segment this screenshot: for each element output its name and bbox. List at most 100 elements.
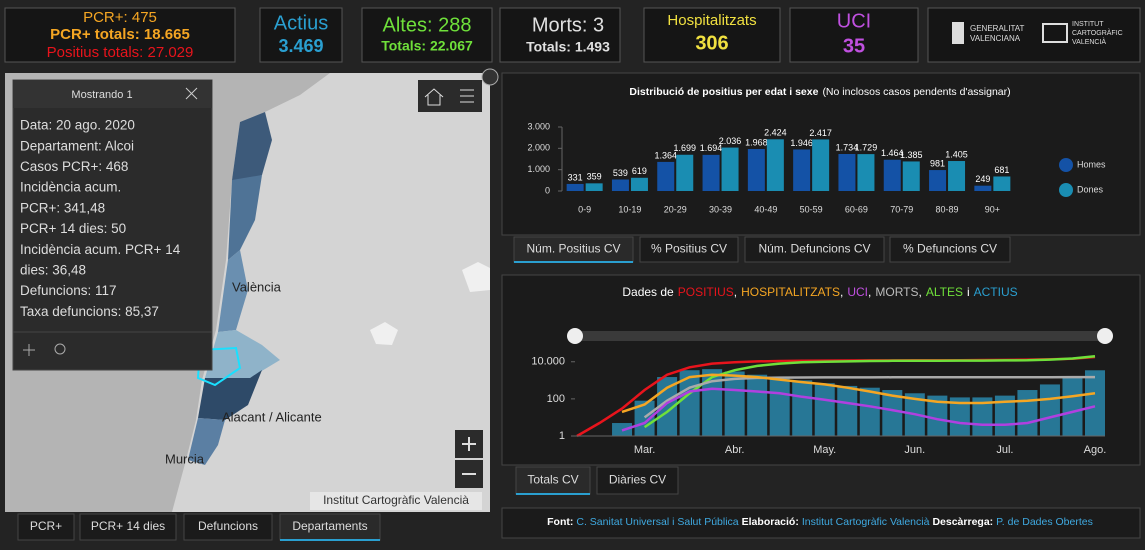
home-button[interactable] [418,80,450,112]
bar [972,397,993,436]
region [228,175,262,260]
x-tick-label: 50-59 [800,204,823,214]
footer-link[interactable]: C. Sanitat Universal i Salut Pública [576,516,738,528]
island [370,322,398,345]
logo-text: VALENCIANA [970,34,1021,43]
bar [1039,384,1060,436]
bar [1062,377,1083,436]
title-segment: i [967,285,970,299]
map-label: Alacant / Alicante [222,409,322,424]
tab-label: % Positius CV [651,242,727,256]
kpi-box [499,7,621,63]
popup-line: Departament: Alcoi [20,138,134,153]
tab[interactable] [639,236,739,263]
x-tick-label: May. [813,444,836,456]
bar [1017,390,1038,436]
pan-icon[interactable] [23,344,35,356]
attribution-box [310,492,482,510]
y-tick-label: 0 [545,185,550,195]
data-label: 249 [975,174,990,184]
kpi-box [643,7,781,63]
logo-text: GENERALITAT [970,24,1024,33]
series-line [621,373,1096,414]
tab[interactable] [596,466,679,495]
bar [993,176,1011,191]
tab[interactable] [889,236,1011,263]
zoom-icon[interactable] [54,343,66,355]
kpi-text: 35 [843,35,865,57]
bar [630,177,648,191]
kpi-text: PCR+: 475 [83,9,157,26]
x-tick-label: 30-39 [709,204,732,214]
title-segment: , [868,285,871,299]
slider-handle[interactable] [567,328,583,344]
logo-icon [1042,23,1068,43]
x-tick-label: 80-89 [936,204,959,214]
popup-line: Defuncions: 117 [20,283,117,298]
expand-button[interactable] [481,68,499,86]
x-tick-label: 90+ [985,204,1000,214]
x-tick-label: Jun. [904,444,925,456]
title-segment: MORTS [875,285,918,299]
data-label: 1.729 [855,142,878,152]
data-label: 1.385 [900,150,923,160]
home-icon [424,88,444,106]
data-label: 2.424 [764,128,787,138]
data-label: 2.417 [809,128,832,138]
title: Distribució de positius per edat i sexe [629,86,818,98]
popup-box [12,79,213,371]
bar [769,377,790,436]
bar [747,149,765,191]
data-label: 1.464 [881,148,904,158]
popup-line: PCR+ 14 dies: 50 [20,221,126,236]
tab[interactable] [17,513,75,541]
map-label: València [232,279,282,294]
bar [859,387,880,436]
popup-line: Incidència acum. [20,180,121,195]
data-label: 359 [587,172,602,182]
footer-link[interactable]: Institut Cartogràfic Valencià [802,516,930,528]
tab[interactable] [79,513,177,541]
popup-line: Casos PCR+: 468 [20,159,128,174]
tab[interactable] [744,236,885,263]
region [188,418,225,465]
title-segment: ACTIUS [974,285,1018,299]
data-label: 981 [930,158,945,168]
bar [814,383,835,436]
plus-icon [462,437,476,451]
bar [566,183,584,191]
y-tick-label: 3.000 [527,121,550,131]
data-label: 2.036 [719,136,742,146]
popup-line: dies: 36,48 [20,262,86,277]
bar [611,179,629,191]
data-label: 1.734 [836,142,859,152]
tab[interactable] [183,513,273,541]
tab[interactable] [515,466,591,495]
bar [793,149,811,191]
title-segment: , [734,285,737,299]
kpi-text: Totals: 22.067 [381,38,473,54]
popup-close[interactable] [185,87,198,100]
tab-label: Departaments [292,519,367,533]
x-tick-label: 70-79 [890,204,913,214]
kpi-text: PCR+ totals: 18.665 [50,26,190,43]
y-tick-label: 2.000 [527,143,550,153]
data-label: 1.946 [790,138,813,148]
chart-title: Dades de POSITIUS, HOSPITALITZATS, UCI, MORT… [622,285,1017,299]
popup: Mostrando 1 Data: 20 ago. 2020 Departamen… [12,79,213,371]
tab-label: Núm. Positius CV [526,242,620,256]
legend-label: Dones [1077,184,1104,194]
footer-link[interactable]: P. de Dades Obertes [996,516,1093,528]
slider-handle[interactable] [1097,328,1113,344]
tab[interactable] [513,236,634,263]
title-segment: Dades de [622,285,674,299]
selected-region [196,346,242,387]
bar [792,380,813,436]
logo-text: INSTITUT [1072,21,1104,28]
tab-label: Totals CV [527,473,578,487]
data-label: 539 [613,168,628,178]
x-tick-label: 10-19 [618,204,641,214]
legend-swatch [1059,183,1073,197]
kpi-text: Totals: 1.493 [526,39,610,55]
